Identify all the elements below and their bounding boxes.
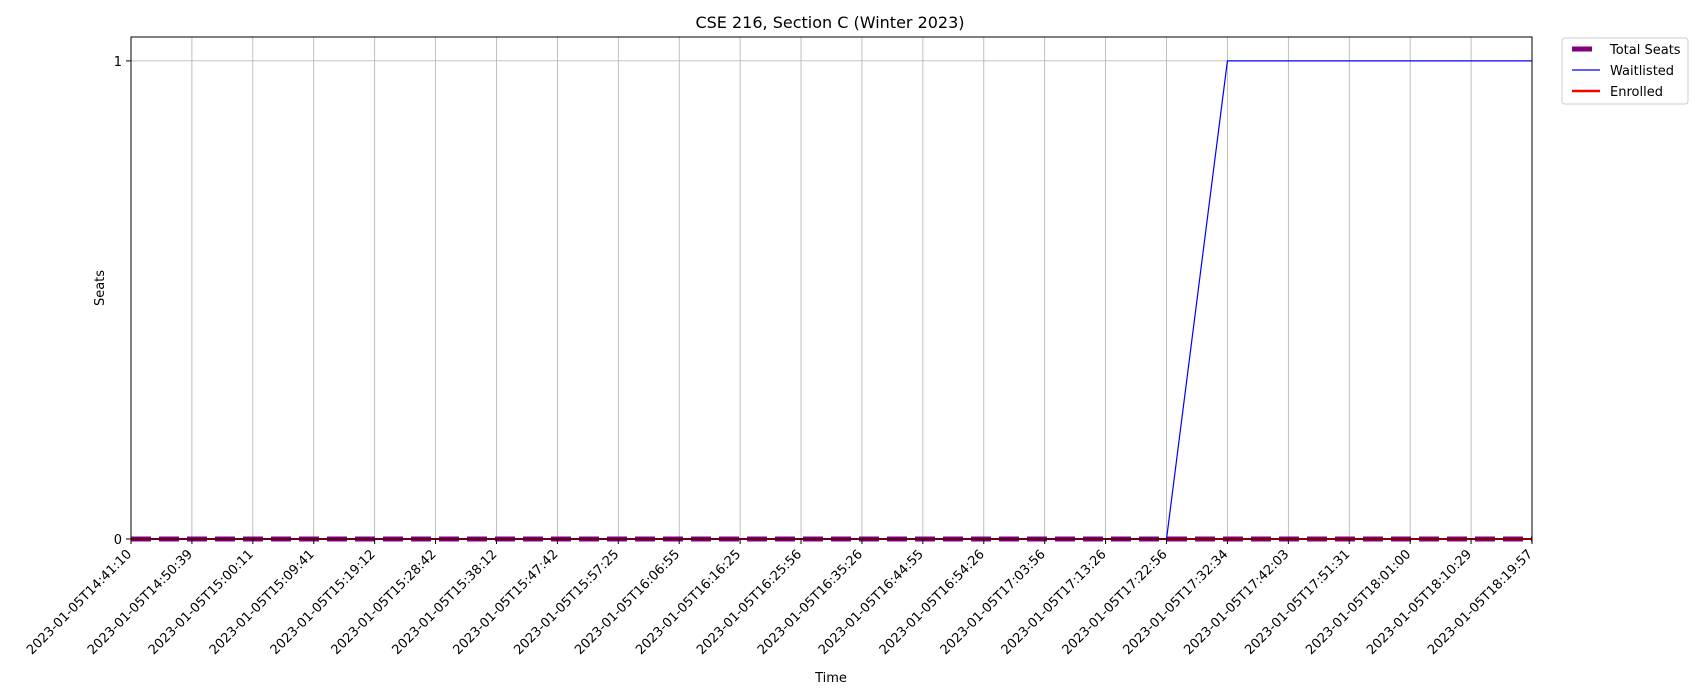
x-tick-label: 2023-01-05T16:54:26 [877,547,988,658]
x-tick-label: 2023-01-05T17:32:34 [1120,547,1231,658]
x-tick-label: 2023-01-05T16:35:26 [755,547,866,658]
x-tick-label: 2023-01-05T17:42:03 [1181,547,1292,658]
x-axis-label: Time [814,671,847,686]
legend-box [1561,37,1689,105]
x-tick-label: 2023-01-05T18:19:57 [1425,547,1536,658]
y-tick-label: 1 [114,55,122,70]
y-axis: 01 [114,55,131,548]
legend: Total Seats Waitlisted Enrolled [1561,37,1689,105]
grid-lines [130,37,1533,540]
legend-label: Enrolled [1610,85,1663,100]
x-tick-label: 2023-01-05T17:13:26 [999,547,1110,658]
x-tick-label: 2023-01-05T17:22:56 [1060,547,1171,658]
x-tick-label: 2023-01-05T16:25:56 [694,547,805,658]
x-tick-label: 2023-01-05T15:28:42 [329,547,440,658]
x-tick-label: 2023-01-05T15:19:12 [268,547,379,658]
x-tick-label: 2023-01-05T18:01:00 [1303,547,1414,658]
x-tick-label: 2023-01-05T16:44:55 [816,547,927,658]
x-tick-label: 2023-01-05T15:09:41 [207,547,318,658]
y-axis-label: Seats [93,270,108,306]
x-tick-label: 2023-01-05T14:41:10 [24,547,135,658]
x-tick-label: 2023-01-05T15:47:42 [450,547,561,658]
x-tick-label: 2023-01-05T18:10:29 [1364,547,1475,658]
x-axis: 2023-01-05T14:41:102023-01-05T14:50:3920… [24,539,1536,658]
x-tick-label: 2023-01-05T17:51:31 [1242,547,1353,658]
y-tick-label: 0 [114,533,122,548]
plot-frame [130,36,1533,540]
x-tick-label: 2023-01-05T14:50:39 [85,547,196,658]
x-tick-label: 2023-01-05T15:00:11 [146,547,257,658]
legend-label: Waitlisted [1610,64,1674,79]
chart-title: CSE 216, Section C (Winter 2023) [695,13,964,32]
x-tick-label: 2023-01-05T15:38:12 [390,547,501,658]
series-line-waitlisted [131,60,1532,540]
x-tick-label: 2023-01-05T17:03:56 [938,547,1049,658]
x-tick-label: 2023-01-05T16:06:55 [572,547,683,658]
legend-label: Total Seats [1609,43,1681,58]
x-tick-label: 2023-01-05T16:16:25 [633,547,744,658]
x-tick-label: 2023-01-05T15:57:25 [511,547,622,658]
series-group [131,60,1532,542]
